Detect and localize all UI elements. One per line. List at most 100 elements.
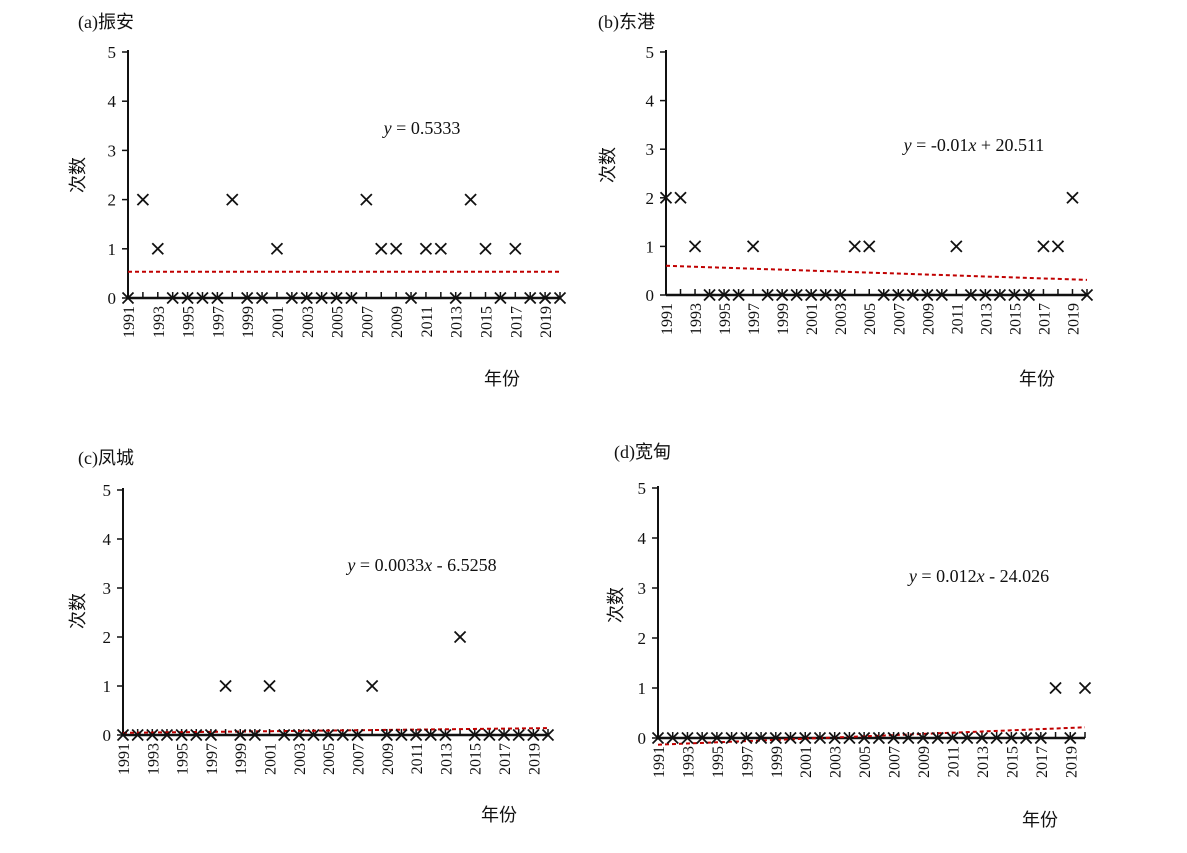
data-point (255, 291, 269, 305)
data-point (300, 291, 313, 305)
data-point (527, 728, 540, 742)
x-tick-label: 2003 (300, 306, 317, 338)
x-axis-title: 年份 (484, 369, 520, 389)
x-tick-label: 1993 (145, 743, 162, 775)
data-point (710, 731, 724, 745)
data-point (404, 291, 418, 305)
data-point (950, 240, 963, 253)
x-tick-label: 2009 (389, 306, 406, 338)
data-point (696, 731, 709, 745)
y-tick-label: 4 (103, 530, 112, 549)
data-point (434, 242, 447, 255)
data-point (790, 288, 803, 302)
data-point (190, 728, 203, 742)
x-tick-label: 2007 (359, 306, 376, 338)
x-tick-label: 2011 (945, 746, 962, 777)
data-point (315, 291, 328, 305)
x-tick-label: 2009 (920, 303, 937, 335)
data-point (497, 728, 511, 742)
x-tick-label: 1991 (116, 743, 133, 775)
data-point (848, 240, 861, 253)
trend-line (665, 264, 1088, 281)
data-point (681, 731, 694, 745)
data-point (659, 191, 673, 204)
x-tick-label: 1991 (121, 306, 138, 338)
data-point (453, 630, 467, 644)
x-tick-label: 2017 (497, 743, 514, 775)
y-tick-label: 0 (638, 729, 647, 748)
y-tick-label: 4 (646, 92, 655, 111)
x-tick-label: 2019 (1063, 746, 1080, 778)
data-point (754, 731, 768, 745)
data-point (181, 291, 194, 305)
data-point (1066, 191, 1079, 204)
data-point (688, 240, 702, 253)
data-point (946, 731, 959, 745)
data-point (732, 288, 745, 302)
x-tick-label: 2019 (1065, 303, 1082, 335)
panel-title: (a)振安 (78, 12, 134, 33)
chart-panel-3: 0 1 2 3 4 5 1991 1993 1995 1997 1999 2001 2003 2005 20… (68, 448, 555, 825)
data-point (725, 731, 738, 745)
data-point (468, 728, 481, 742)
data-point (863, 240, 876, 253)
data-point (336, 728, 349, 742)
data-point (395, 728, 408, 742)
data-point (196, 291, 209, 305)
data-point (776, 288, 789, 302)
x-tick-label: 2003 (292, 743, 309, 775)
data-point (961, 731, 974, 745)
x-tick-label: 2005 (330, 306, 347, 338)
y-axis-title: 次数 (606, 587, 626, 623)
x-tick-label: 2011 (409, 743, 426, 774)
x-tick-label: 1997 (746, 303, 763, 335)
data-point (887, 731, 900, 745)
data-point (990, 731, 1003, 745)
y-tick-label: 1 (108, 240, 117, 259)
data-point (674, 191, 687, 204)
data-point (1064, 731, 1077, 745)
trend-line (657, 726, 1086, 746)
data-point (439, 728, 452, 742)
x-tick-label: 1999 (240, 306, 257, 338)
data-point (278, 728, 291, 742)
trendline-equation: y = -0.01x + 20.511 (902, 135, 1045, 155)
trendline-equation: y = 0.0033x - 6.5258 (345, 555, 496, 575)
y-tick-label: 1 (638, 679, 647, 698)
y-tick-label: 5 (638, 479, 647, 498)
x-tick-label: 2011 (949, 303, 966, 334)
data-point (390, 242, 403, 255)
data-point (366, 679, 379, 693)
data-point (219, 679, 232, 693)
data-point (380, 728, 393, 742)
data-point (146, 728, 159, 742)
x-tick-label: 2007 (891, 303, 908, 335)
data-point (703, 288, 716, 302)
data-point (160, 728, 174, 742)
data-point (761, 288, 774, 302)
data-point (424, 728, 437, 742)
x-tick-label: 2013 (449, 306, 466, 338)
data-point (131, 728, 144, 742)
data-point (151, 242, 164, 255)
y-tick-label: 2 (103, 628, 112, 647)
data-point (746, 240, 760, 253)
data-point (906, 288, 919, 302)
data-point (666, 731, 679, 745)
x-tick-label: 1995 (175, 743, 192, 775)
chart-panel-1: 0 1 2 3 4 5 1991 1993 1995 1997 1999 2001 2003 2005 20… (68, 12, 567, 389)
x-tick-label: 2015 (1004, 746, 1021, 778)
y-tick-label: 1 (103, 677, 112, 696)
x-tick-label: 1993 (151, 306, 168, 338)
y-tick-label: 2 (638, 629, 647, 648)
data-point (419, 242, 433, 255)
x-tick-label: 1995 (181, 306, 198, 338)
x-tick-label: 2007 (350, 743, 367, 775)
y-axis-title: 次数 (68, 157, 88, 193)
data-point (916, 731, 930, 745)
data-point (512, 728, 525, 742)
data-point (799, 731, 812, 745)
y-tick-label: 2 (108, 191, 117, 210)
data-point (651, 731, 665, 745)
